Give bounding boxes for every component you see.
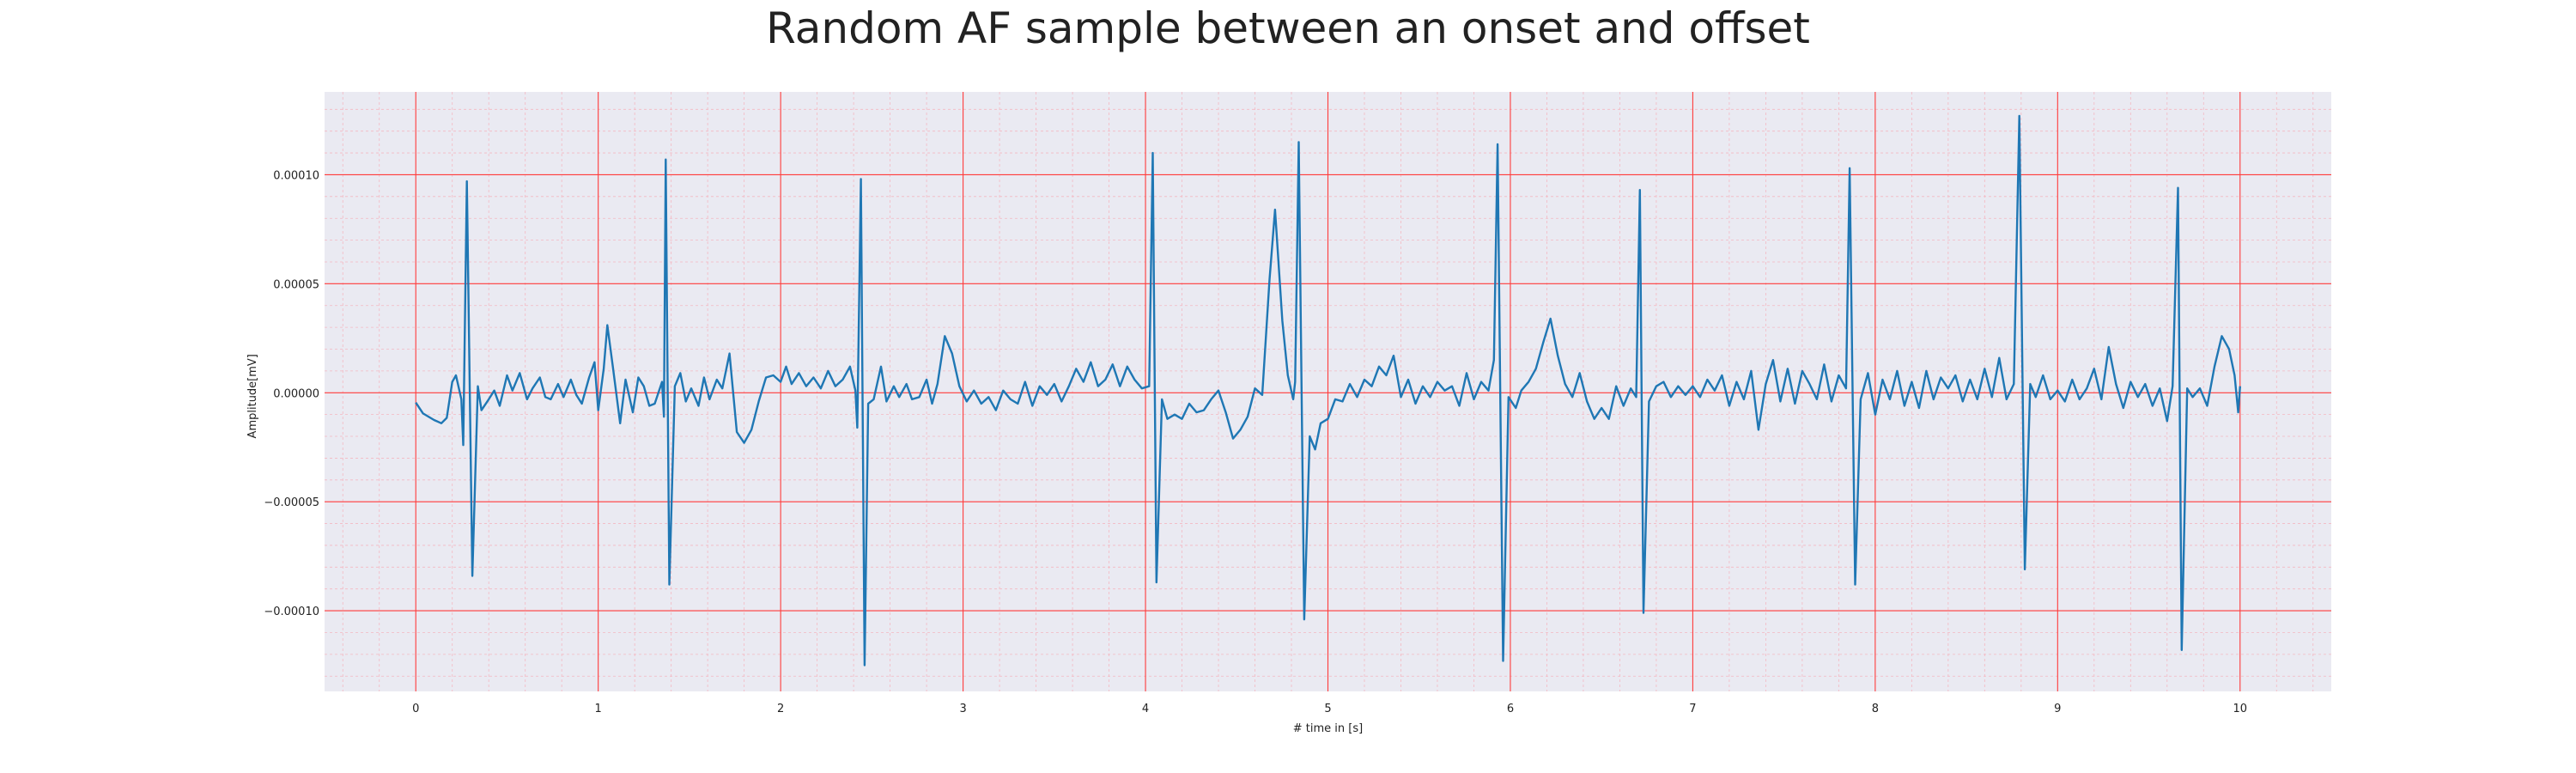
x-tick-label: 1 — [595, 703, 602, 715]
ecg-signal-line — [415, 114, 2241, 666]
x-axis-label: # time in [s] — [1293, 722, 1363, 735]
x-tick-label: 5 — [1324, 703, 1331, 715]
y-tick-label: 0.00000 — [273, 387, 319, 400]
x-tick-label: 8 — [1872, 703, 1879, 715]
chart-title: Random AF sample between an onset and of… — [766, 3, 1810, 53]
x-tick-label: 10 — [2233, 703, 2247, 715]
x-tick-label: 2 — [777, 703, 784, 715]
x-tick-label: 9 — [2054, 703, 2061, 715]
y-tick-label: 0.00005 — [273, 278, 319, 291]
x-tick-label: 0 — [412, 703, 419, 715]
y-tick-label: −0.00005 — [264, 496, 319, 509]
y-axis-label: Amplitude[mV] — [246, 354, 259, 438]
x-tick-label: 3 — [959, 703, 966, 715]
x-tick-label: 6 — [1507, 703, 1514, 715]
y-tick-label: −0.00010 — [264, 606, 319, 618]
x-tick-label: 7 — [1689, 703, 1696, 715]
y-tick-label: 0.00010 — [273, 169, 319, 182]
x-tick-label: 4 — [1142, 703, 1149, 715]
